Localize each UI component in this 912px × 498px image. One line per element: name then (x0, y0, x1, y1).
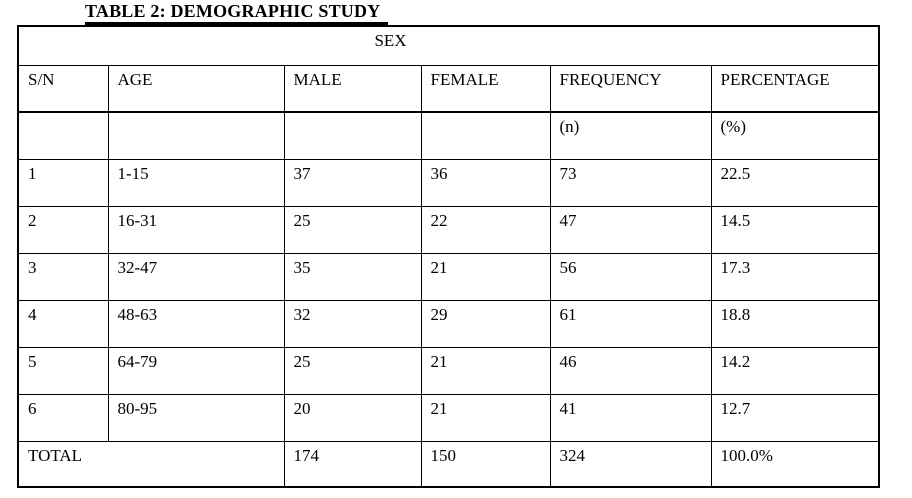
column-header-percentage: PERCENTAGE (710, 64, 880, 113)
cell-percentage: 17.3 (710, 252, 880, 301)
cell-male: 20 (283, 393, 422, 442)
column-header-female: FEMALE (420, 64, 551, 113)
cell-percentage: 18.8 (710, 299, 880, 348)
demographic-table: SEX S/N AGE MALE FEMALE FREQUENCY PERCEN… (17, 25, 881, 488)
table-head: SEX S/N AGE MALE FEMALE FREQUENCY PERCEN… (17, 25, 880, 160)
cell-frequency: 61 (549, 299, 712, 348)
total-male-cell: 174 (283, 440, 422, 488)
column-header-sn: S/N (17, 64, 109, 113)
total-frequency-cell: 324 (549, 440, 712, 488)
sub-header-frequency-n: (n) (549, 111, 712, 160)
group-header-cell-sex: SEX (17, 25, 880, 66)
table-row: 1 1-15 37 36 73 22.5 (17, 158, 880, 207)
cell-sn: 3 (17, 252, 109, 301)
cell-female: 21 (420, 393, 551, 442)
column-header-age: AGE (107, 64, 285, 113)
cell-percentage: 12.7 (710, 393, 880, 442)
cell-frequency: 41 (549, 393, 712, 442)
cell-female: 22 (420, 205, 551, 254)
cell-male: 35 (283, 252, 422, 301)
cell-male: 25 (283, 346, 422, 395)
cell-frequency: 47 (549, 205, 712, 254)
cell-age: 64-79 (107, 346, 285, 395)
cell-male: 37 (283, 158, 422, 207)
cell-percentage: 22.5 (710, 158, 880, 207)
cell-age: 48-63 (107, 299, 285, 348)
cell-sn: 5 (17, 346, 109, 395)
sub-header-row: (n) (%) (17, 111, 880, 160)
sub-header-female (420, 111, 551, 160)
cell-male: 32 (283, 299, 422, 348)
total-row: TOTAL 174 150 324 100.0% (17, 440, 880, 488)
column-header-row: S/N AGE MALE FEMALE FREQUENCY PERCENTAGE (17, 64, 880, 113)
cell-percentage: 14.2 (710, 346, 880, 395)
column-header-frequency: FREQUENCY (549, 64, 712, 113)
cell-sn: 1 (17, 158, 109, 207)
table-row: 2 16-31 25 22 47 14.5 (17, 205, 880, 254)
cell-frequency: 73 (549, 158, 712, 207)
sub-header-age (107, 111, 285, 160)
table-row: 4 48-63 32 29 61 18.8 (17, 299, 880, 348)
cell-frequency: 46 (549, 346, 712, 395)
table-row: 3 32-47 35 21 56 17.3 (17, 252, 880, 301)
cell-female: 21 (420, 252, 551, 301)
total-label-cell: TOTAL (17, 440, 285, 488)
table-body: 1 1-15 37 36 73 22.5 2 16-31 25 22 47 14… (17, 158, 880, 442)
cell-age: 16-31 (107, 205, 285, 254)
sub-header-male (283, 111, 422, 160)
cell-age: 32-47 (107, 252, 285, 301)
cell-age: 1-15 (107, 158, 285, 207)
cell-frequency: 56 (549, 252, 712, 301)
total-percentage-cell: 100.0% (710, 440, 880, 488)
group-header-row: SEX (17, 25, 880, 66)
cell-percentage: 14.5 (710, 205, 880, 254)
cell-female: 36 (420, 158, 551, 207)
column-header-male: MALE (283, 64, 422, 113)
sub-header-sn (17, 111, 109, 160)
table-row: 5 64-79 25 21 46 14.2 (17, 346, 880, 395)
cell-female: 21 (420, 346, 551, 395)
cell-sn: 2 (17, 205, 109, 254)
cell-female: 29 (420, 299, 551, 348)
cell-male: 25 (283, 205, 422, 254)
total-female-cell: 150 (420, 440, 551, 488)
cell-age: 80-95 (107, 393, 285, 442)
table-row: 6 80-95 20 21 41 12.7 (17, 393, 880, 442)
cell-sn: 6 (17, 393, 109, 442)
table-foot: TOTAL 174 150 324 100.0% (17, 440, 880, 488)
table-title: TABLE 2: DEMOGRAPHIC STUDY (85, 1, 389, 25)
cell-sn: 4 (17, 299, 109, 348)
sub-header-percentage-pct: (%) (710, 111, 880, 160)
